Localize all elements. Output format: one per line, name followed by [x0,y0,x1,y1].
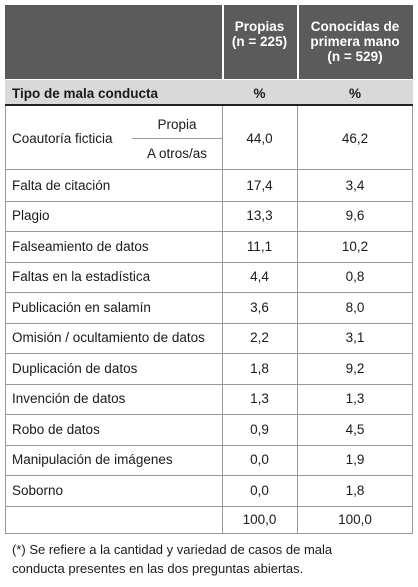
row-line [5,261,413,263]
col-line [222,106,223,534]
row-label: Publicación en salamín [12,299,151,315]
sub-label: A otros/as [146,145,208,161]
value: 0,8 [345,269,365,285]
header-divider [222,5,224,79]
table-border [5,106,413,534]
value: 9,6 [345,208,365,224]
row-label: Falta de citación [12,177,111,193]
row-line [5,322,413,324]
footnote: (*) Se refiere a la cantidad y variedad … [12,542,333,557]
value: 0,0 [250,452,269,468]
header-line: (n = 225) [231,34,288,49]
value: 1,8 [345,482,365,498]
value: 1,3 [250,391,269,407]
row-line [5,444,413,446]
value: 46,2 [341,130,369,146]
row-line [5,414,413,415]
value: 1,9 [345,452,365,468]
row-line [5,169,413,170]
value: 0,0 [250,482,269,498]
row-line [5,383,413,385]
row-line [5,200,413,202]
row-label: Plagio [12,208,50,224]
value: 1,8 [250,360,269,376]
value: 13,3 [246,208,273,224]
col-line [297,106,298,534]
header-divider [297,5,299,79]
value: 4,4 [250,269,269,285]
value: 3,1 [345,330,365,346]
value: 8,0 [345,299,365,315]
value: 9,2 [345,360,365,376]
sub-divider [132,138,222,139]
header-line: Propias [234,19,285,34]
value: 4,5 [345,421,365,437]
row-line [5,475,413,476]
unit: % [348,85,361,101]
row-label: Faltas en la estadística [12,269,151,285]
row-label: Robo de datos [12,421,100,437]
row-line [5,231,413,232]
value: 44,0 [246,130,273,146]
row-line [5,353,413,354]
row-label: Falseamiento de datos [12,238,149,254]
row-label: Invención de datos [12,391,126,407]
column-header: Propias (n = 225) [222,5,297,79]
total: 100,0 [338,512,372,528]
header-line: primera mano [310,34,400,49]
column-header: Conocidas de primera mano (n = 529) [297,5,413,79]
header-band [5,5,413,79]
row-label: Coautoría ficticia [12,130,113,146]
value: 1,3 [345,391,365,407]
subheader-band [5,80,413,106]
value: 3,4 [345,177,365,193]
value: 2,2 [250,330,269,346]
footnote: conducta presentes en las dos preguntas … [12,561,304,576]
value: 10,2 [341,238,369,254]
header-line: (n = 529) [327,49,383,64]
value: 11,1 [246,238,273,254]
sub-label: Propia [157,116,197,132]
row-label: Omisión / ocultamiento de datos [12,330,205,346]
value: 3,6 [250,299,269,315]
row-label: Manipulación de imágenes [12,452,173,468]
unit: % [253,85,266,101]
header-line: Conocidas de [310,19,400,34]
subheader-label: Tipo de mala conducta [12,85,159,101]
row-label: Duplicación de datos [12,360,138,376]
row-line [5,505,413,507]
value: 0,9 [250,421,269,437]
row-label: Soborno [12,482,64,498]
total: 100,0 [242,512,277,528]
row-line [5,292,413,293]
value: 17,4 [246,177,273,193]
